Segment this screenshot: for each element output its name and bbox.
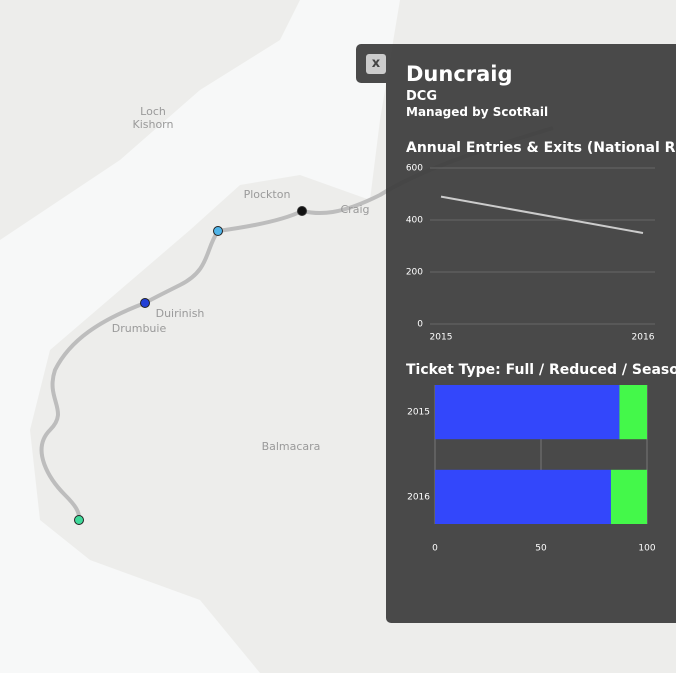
y-tick-label: 0 [417,320,423,330]
map-label: Plockton [244,188,291,201]
x-tick-label: 100 [638,544,655,554]
bar-segment [619,385,647,440]
y-tick-label: 600 [406,164,423,174]
y-tick-label: 2016 [407,492,430,502]
station-code: DCG [406,89,438,104]
info-panel: Duncraig DCG Managed by ScotRail [386,44,676,623]
station-manager: Managed by ScotRail [406,105,549,119]
station-marker[interactable] [74,515,84,525]
y-tick-label: 400 [406,216,423,226]
map-label: Drumbuie [112,322,167,335]
chart-title: Annual Entries & Exits (National Rail) [406,140,676,156]
x-tick-label: 50 [535,544,547,554]
x-tick-label: 2016 [632,333,655,343]
station-marker[interactable] [213,226,223,236]
rail-line [39,126,554,521]
map-label: Duirinish [156,307,205,320]
line [440,195,644,234]
y-tick-label: 200 [406,268,423,278]
map-label: Balmacara [262,440,321,453]
bar-segment [435,469,611,524]
map-label: Loch [140,105,166,118]
station-title: Duncraig [406,62,513,86]
bar-segment [435,385,620,440]
bar-segment [610,469,647,524]
x-tick-label: 2015 [430,333,453,343]
station-marker[interactable] [297,206,307,216]
close-button[interactable]: x [366,54,386,74]
x-tick-label: 0 [432,544,438,554]
close-tab: x [356,44,386,83]
land [0,0,300,240]
y-tick-label: 2015 [407,408,430,418]
map-label: Craig [341,203,370,216]
station-marker[interactable] [140,298,150,308]
map-label: Kishorn [132,118,173,131]
chart-title: Ticket Type: Full / Reduced / Season [406,362,676,378]
